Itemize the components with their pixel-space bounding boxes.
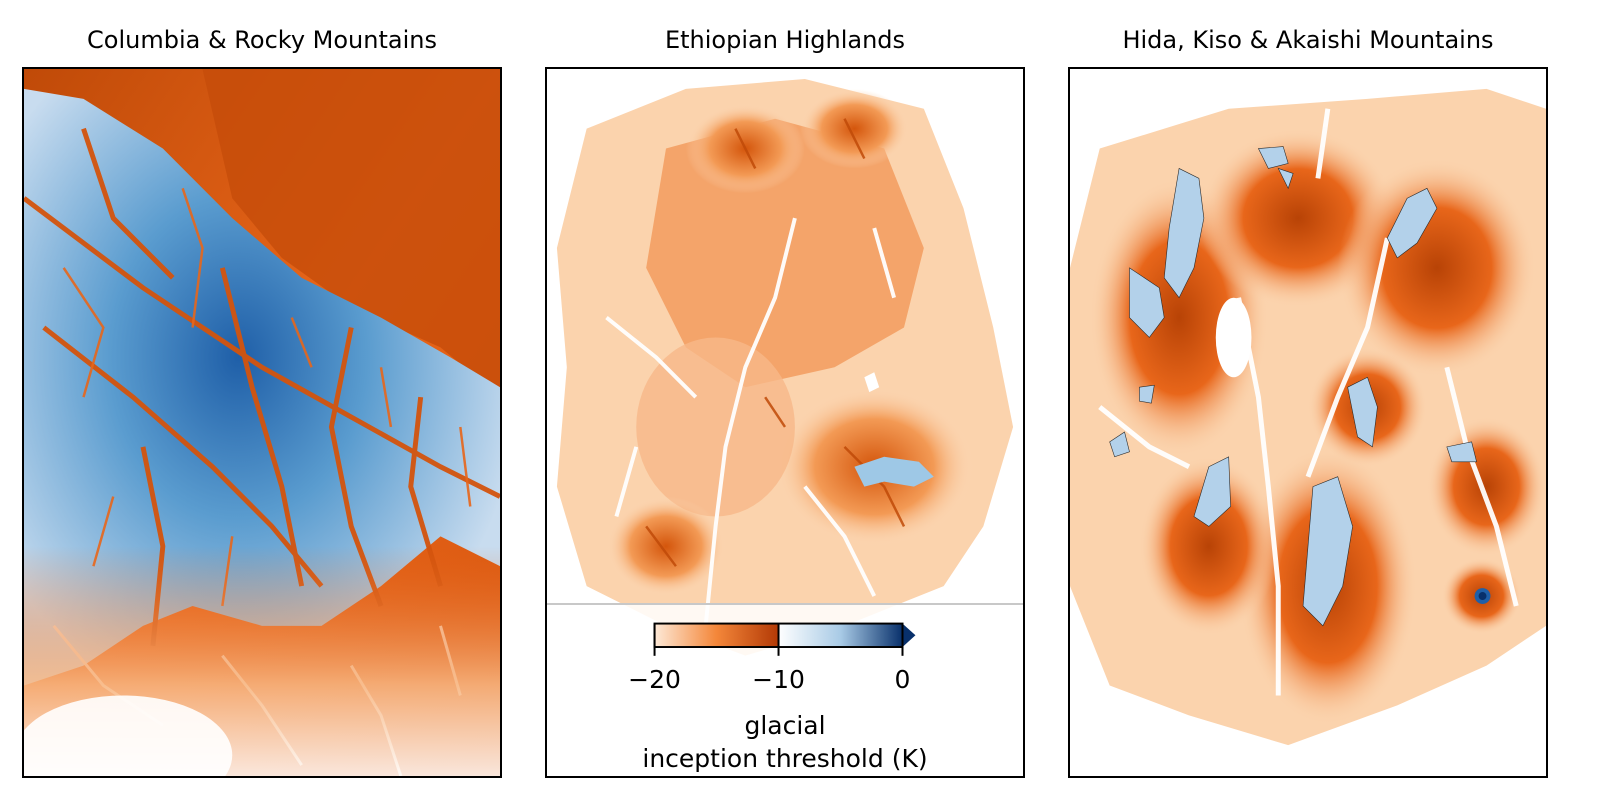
panel-title-hida-kiso-akaishi: Hida, Kiso & Akaishi Mountains [1122,26,1494,54]
colorbar-label-line2: inception threshold (K) [642,744,928,773]
colorbar-tick-label: −10 [752,665,805,694]
colorbar-label: glacial inception threshold (K) [547,709,1023,775]
map-columbia-rocky [22,67,502,778]
colorbar-tick-label: 0 [894,665,911,694]
colorbar-tick-label: −20 [628,665,681,694]
map-hida-kiso-akaishi [1068,67,1548,778]
map-ethiopian-image [547,69,1023,776]
colorbar-blue-segment [778,623,903,648]
map-hida-image [1070,69,1546,776]
colorbar-legend: −20 −10 0 glacial inception threshold (K) [547,603,1023,776]
colorbar-label-line1: glacial [744,711,826,740]
map-ethiopian-highlands: −20 −10 0 glacial inception threshold (K) [545,67,1025,778]
colorbar-graphic [653,622,916,656]
colorbar-extend-arrow [902,623,916,648]
panel-title-ethiopian: Ethiopian Highlands [664,26,906,54]
panel-title-columbia: Columbia & Rocky Mountains [87,26,437,54]
colorbar-orange-segment [654,623,779,648]
map-columbia-image [24,69,500,776]
